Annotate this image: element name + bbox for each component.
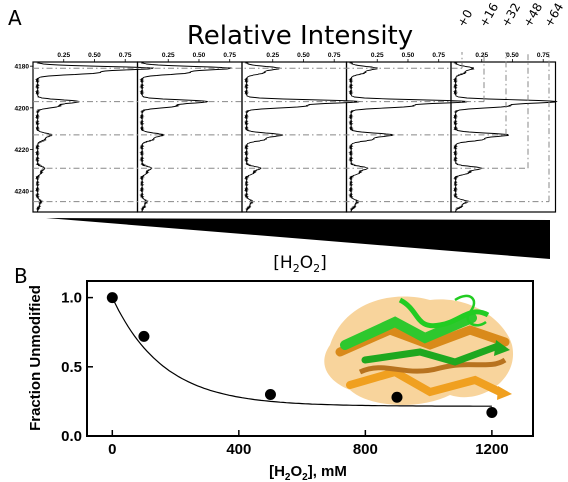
y-tick-label: 4220 xyxy=(15,147,30,154)
y-tick-label: 1.0 xyxy=(61,290,82,307)
x-tick-label: 0.25 xyxy=(57,52,70,59)
exponential-fit-curve xyxy=(111,297,492,407)
spectrum-trace xyxy=(348,61,469,213)
panel-a-y-axis: 4180 4200 4220 4240 xyxy=(15,64,33,196)
spectrum-frame xyxy=(136,61,243,213)
x-tick-label: 0.75 xyxy=(537,52,550,59)
panel-b-y-axis: 0.0 0.5 1.0 xyxy=(61,290,93,445)
data-point xyxy=(106,292,118,304)
mass-shift-label: +48 xyxy=(520,1,545,30)
h2o2-gradient-label: [H2O2] xyxy=(273,253,326,275)
data-point xyxy=(391,391,403,403)
x-tick-label: 1200 xyxy=(475,441,508,458)
panel-b: B 0 400 800 1200 0.0 0.5 1.0 Fraction Unmodif… xyxy=(14,264,534,482)
x-tick-label: 0 xyxy=(108,441,116,458)
x-tick-label: 0.50 xyxy=(88,52,101,59)
y-tick-label: 0.0 xyxy=(61,428,82,445)
spectrum-trace xyxy=(452,61,558,213)
mass-shift-label: +32 xyxy=(498,1,523,30)
panel-b-y-axis-label: Fraction Unmodified xyxy=(27,285,44,431)
panel-b-x-axis-label: [H2O2], mM xyxy=(269,463,347,482)
data-point xyxy=(264,388,276,400)
mass-shift-label: +64 xyxy=(541,1,566,30)
x-tick-label: 800 xyxy=(353,441,378,458)
panel-a-label: A xyxy=(8,6,22,30)
panel-a-title: Relative Intensity xyxy=(187,21,413,51)
spectrum-frame xyxy=(241,61,348,213)
x-tick-label: 0.75 xyxy=(119,52,132,59)
x-tick-label: 0.50 xyxy=(193,52,206,59)
panel-b-label: B xyxy=(14,264,28,288)
mass-shift-label: +0 xyxy=(454,7,475,29)
x-tick-label: 0.25 xyxy=(266,52,279,59)
protein-structure-illustration xyxy=(324,294,514,406)
x-tick-label: 0.75 xyxy=(432,52,445,59)
x-tick-label: 0.75 xyxy=(328,52,341,59)
data-point xyxy=(486,406,498,418)
panel-b-x-axis: 0 400 800 1200 xyxy=(108,430,509,458)
x-tick-label: 0.25 xyxy=(162,52,175,59)
spectra-frames: 0.25 0.50 0.75 0.25 0.50 0.75 0.25 0.50 0.75 0.25… xyxy=(32,52,558,213)
x-tick-label: 0.25 xyxy=(475,52,488,59)
y-tick-label: 4180 xyxy=(15,64,30,71)
spectrum-frame xyxy=(450,61,557,213)
y-tick-label: 0.5 xyxy=(61,359,82,376)
spectrum-trace xyxy=(139,61,233,213)
spectrum-trace xyxy=(243,61,361,213)
data-point xyxy=(138,330,150,342)
x-tick-label: 400 xyxy=(226,441,251,458)
panel-b-frame xyxy=(86,280,534,437)
mass-shift-label: +16 xyxy=(476,1,501,30)
panel-a: A Relative Intensity 0.25 0.50 0.75 0.25 0.5… xyxy=(8,1,566,275)
x-tick-label: 0.50 xyxy=(297,52,310,59)
x-tick-label: 0.50 xyxy=(506,52,519,59)
y-tick-label: 4200 xyxy=(15,105,30,112)
spectrum-frame xyxy=(345,61,452,213)
x-tick-label: 0.25 xyxy=(371,52,384,59)
x-tick-label: 0.50 xyxy=(402,52,415,59)
x-tick-label: 0.75 xyxy=(223,52,236,59)
data-points xyxy=(106,292,498,418)
concentration-wedge xyxy=(46,218,550,259)
spectrum-trace xyxy=(34,61,155,213)
y-tick-label: 4240 xyxy=(15,189,30,196)
